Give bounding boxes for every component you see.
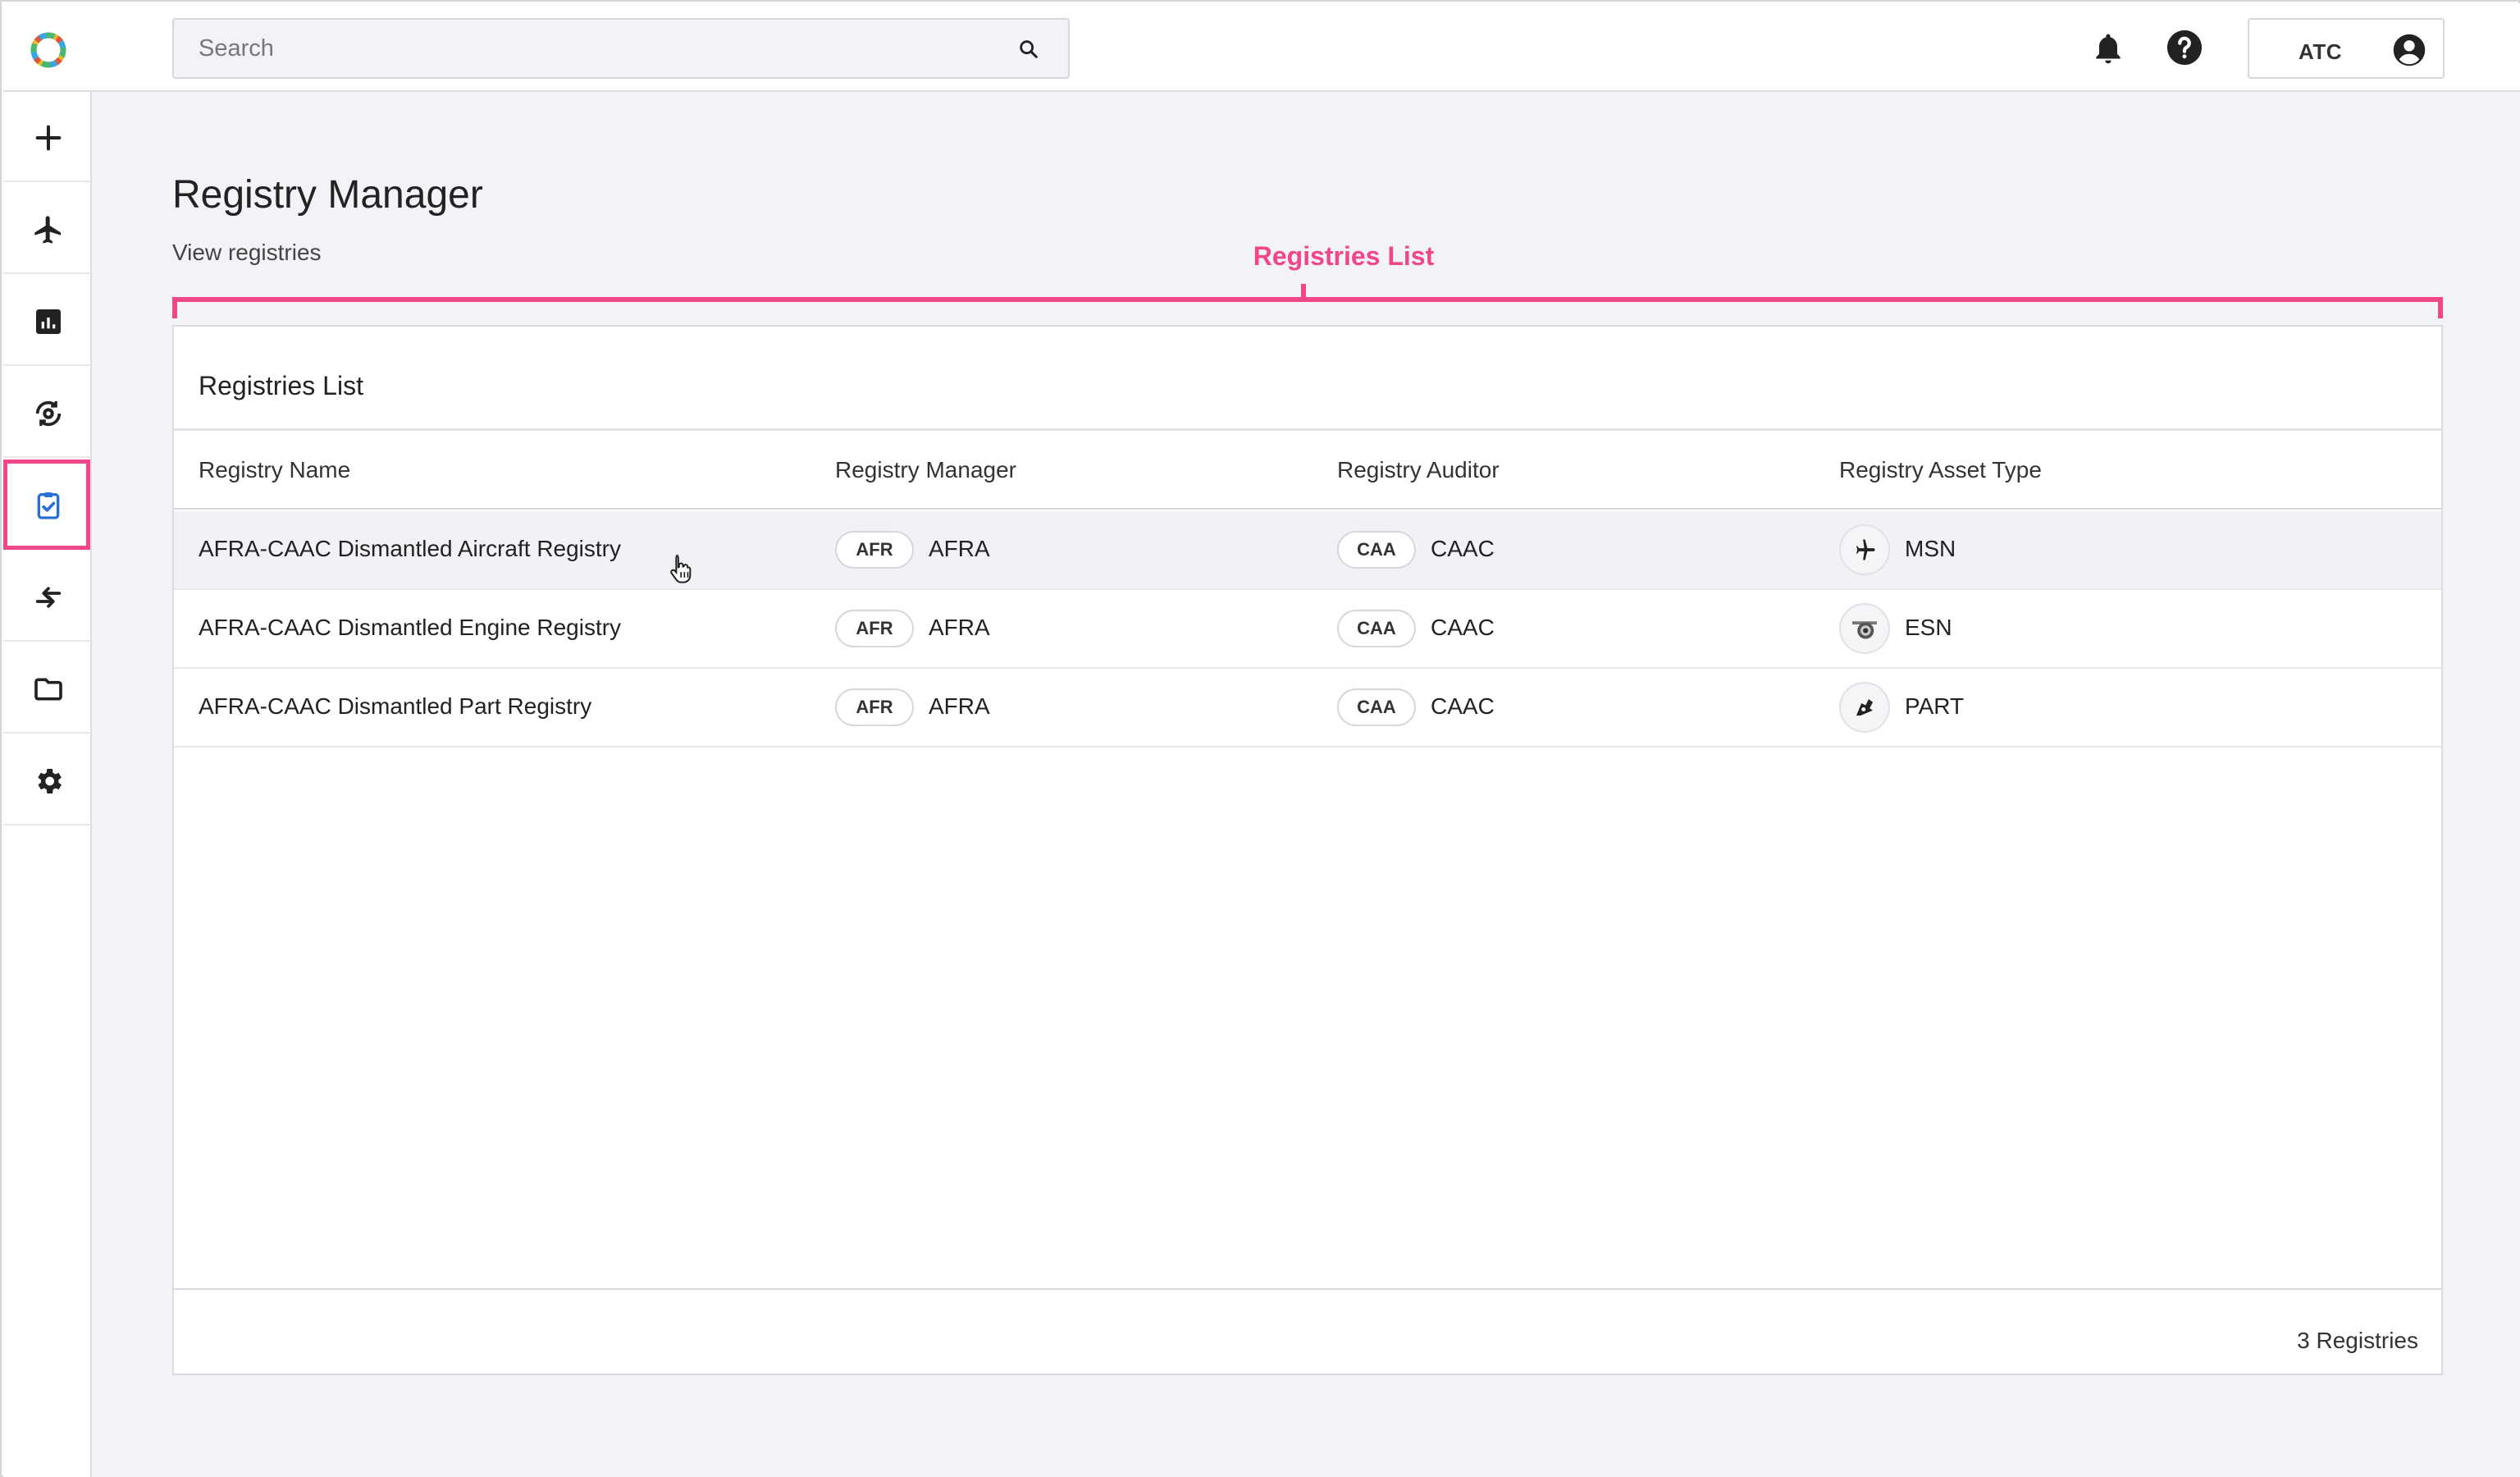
auditor-badge: CAA <box>1337 688 1416 726</box>
sidebar-item-aircraft[interactable] <box>3 184 90 274</box>
divider <box>174 428 2441 431</box>
manager-badge: AFR <box>835 610 914 647</box>
registry-count: 3 Registries <box>2297 1328 2418 1353</box>
search-input[interactable] <box>199 20 986 77</box>
auditor-badge: CAA <box>1337 610 1416 647</box>
registry-manager: AFRA <box>929 536 990 561</box>
sidebar-item-settings[interactable] <box>3 735 90 825</box>
asset-type-label: PART <box>1905 693 1965 719</box>
engine-icon <box>1852 621 1877 639</box>
asset-type-icon-wrap <box>1839 603 1890 654</box>
sidebar-item-reports[interactable] <box>3 276 90 366</box>
plus-icon <box>35 125 62 151</box>
help-icon[interactable] <box>2166 29 2203 66</box>
top-header: ATC <box>3 3 2520 92</box>
table-row[interactable]: AFRA-CAAC Dismantled Aircraft Registry A… <box>174 511 2441 590</box>
notification-bell-icon[interactable] <box>2090 30 2126 67</box>
chart-icon <box>36 309 61 334</box>
asset-type-icon-wrap <box>1839 524 1890 575</box>
left-nav-sidebar <box>3 92 92 1477</box>
registry-name[interactable]: AFRA-CAAC Dismantled Aircraft Registry <box>199 536 622 561</box>
sidebar-item-engines[interactable] <box>3 368 90 458</box>
registry-name[interactable]: AFRA-CAAC Dismantled Engine Registry <box>199 615 622 640</box>
main-content: Registry Manager View registries Registr… <box>92 92 2520 1477</box>
airplane-icon <box>1856 539 1875 560</box>
user-org-label: ATC <box>2299 39 2343 64</box>
search-icon[interactable] <box>1017 38 1040 61</box>
auditor-badge: CAA <box>1337 531 1416 569</box>
column-header-asset-type[interactable]: Registry Asset Type <box>1839 457 2042 482</box>
registries-list-card: Registries List Registry Name Registry M… <box>172 325 2443 1375</box>
account-circle-icon <box>2393 34 2426 66</box>
part-icon <box>1856 699 1873 716</box>
airplane-icon <box>34 216 61 244</box>
page-subtitle: View registries <box>172 240 322 265</box>
annotation-label: Registries List <box>1253 241 1435 271</box>
registry-manager: AFRA <box>929 693 990 719</box>
sidebar-item-create[interactable] <box>3 92 90 182</box>
table-row[interactable]: AFRA-CAAC Dismantled Part Registry AFR A… <box>174 669 2441 748</box>
registry-auditor: CAAC <box>1431 615 1495 640</box>
sidebar-item-transfers[interactable] <box>3 551 90 642</box>
transfer-arrows-icon <box>35 587 62 608</box>
asset-type-label: ESN <box>1905 615 1952 640</box>
registry-auditor: CAAC <box>1431 693 1495 719</box>
table-row[interactable]: AFRA-CAAC Dismantled Engine Registry AFR… <box>174 590 2441 669</box>
column-header-manager[interactable]: Registry Manager <box>835 457 1016 482</box>
user-menu-button[interactable]: ATC <box>2248 18 2445 79</box>
page-title: Registry Manager <box>172 173 483 217</box>
annotation-bracket <box>172 297 2443 318</box>
column-header-auditor[interactable]: Registry Auditor <box>1337 457 1500 482</box>
registry-auditor: CAAC <box>1431 536 1495 561</box>
clipboard-check-icon <box>37 492 60 519</box>
hand-pointer-cursor-icon <box>670 555 692 583</box>
card-title: Registries List <box>199 371 363 400</box>
column-header-name[interactable]: Registry Name <box>199 457 351 482</box>
annotation-tick <box>1301 284 1306 299</box>
folder-icon <box>34 678 62 701</box>
manager-badge: AFR <box>835 531 914 569</box>
asset-type-icon-wrap <box>1839 682 1890 733</box>
registry-name[interactable]: AFRA-CAAC Dismantled Part Registry <box>199 693 592 719</box>
app-logo-icon[interactable] <box>28 30 69 71</box>
sidebar-item-registry-manager[interactable] <box>3 460 90 550</box>
asset-type-label: MSN <box>1905 536 1956 561</box>
divider <box>174 1288 2441 1290</box>
table-header: Registry Name Registry Manager Registry … <box>174 431 2441 510</box>
manager-badge: AFR <box>835 688 914 726</box>
engine-sync-icon <box>35 400 62 427</box>
search-box <box>172 18 1070 79</box>
gear-icon <box>38 769 62 793</box>
sidebar-item-documents[interactable] <box>3 643 90 734</box>
registry-manager: AFRA <box>929 615 990 640</box>
